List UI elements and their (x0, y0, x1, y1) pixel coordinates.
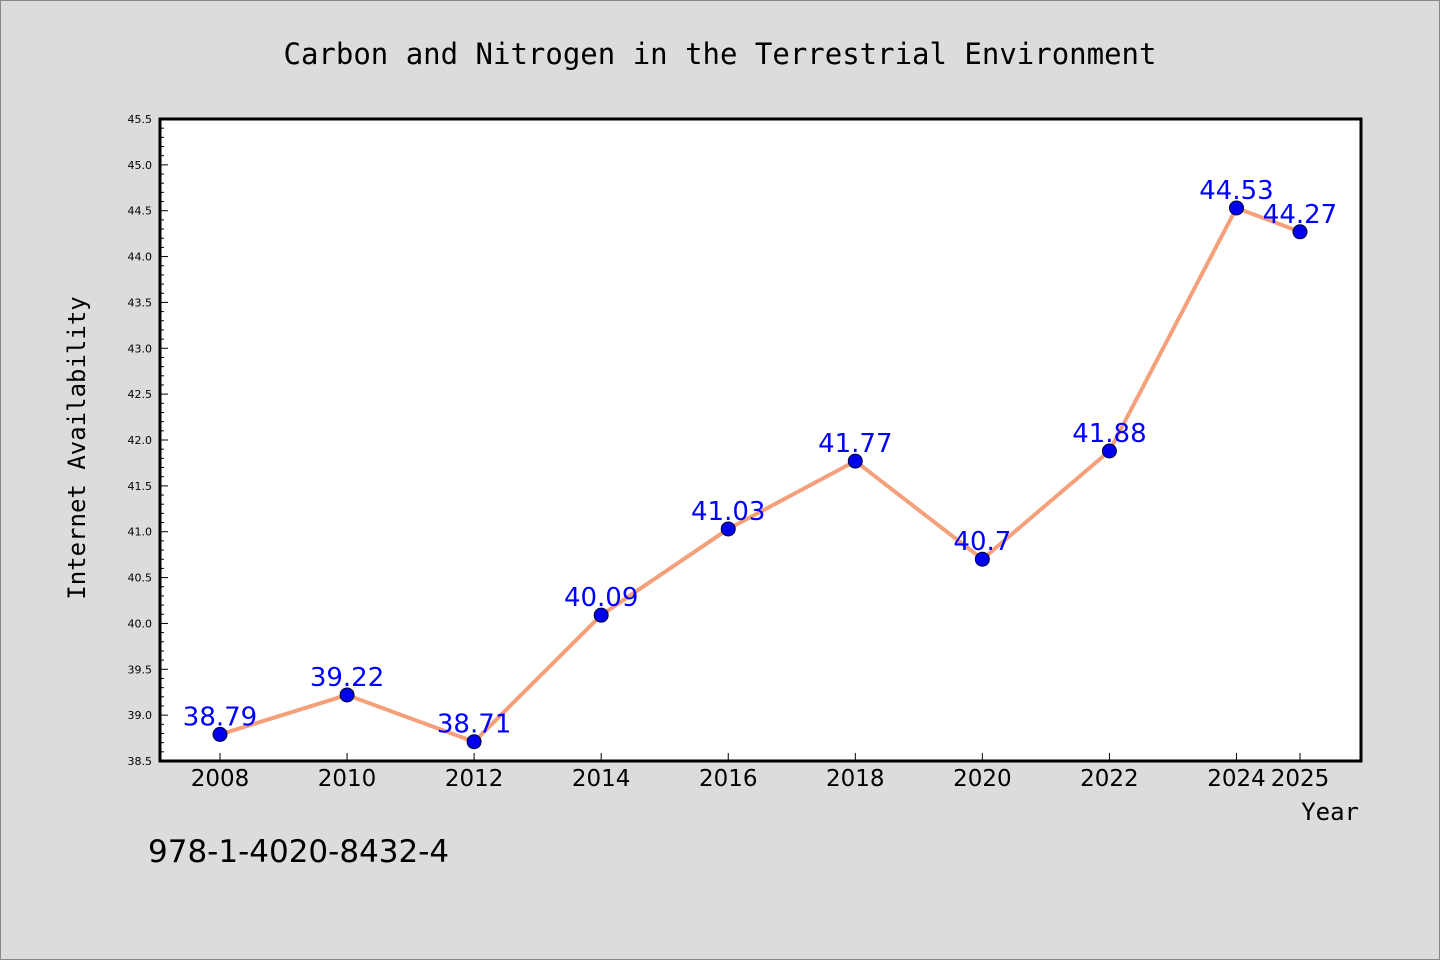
data-point (1292, 224, 1308, 240)
y-tick-label: 41.0 (128, 526, 153, 539)
chart-title: Carbon and Nitrogen in the Terrestrial E… (284, 37, 1157, 71)
data-label: 44.27 (1263, 200, 1337, 230)
x-tick-label: 2010 (318, 766, 377, 792)
data-point (339, 687, 355, 703)
y-tick-label: 39.5 (128, 663, 153, 676)
data-point (1228, 200, 1244, 216)
y-tick-label: 38.5 (128, 755, 153, 768)
x-tick-label: 2020 (953, 766, 1012, 792)
y-axis: 38.5 39.0 39.5 40.0 40.5 41.0 41.5 42.0 42.5 43.0… (128, 113, 168, 768)
data-label: 41.88 (1072, 419, 1146, 449)
y-tick-label: 44.5 (128, 205, 153, 218)
data-label: 40.7 (953, 527, 1011, 557)
y-tick-label: 43.5 (128, 296, 153, 309)
x-axis: 2008 2010 2012 2014 2016 2018 2020 2022 2024 2025 (191, 753, 1330, 792)
plot-area (158, 117, 1363, 763)
x-tick-label: 2016 (699, 766, 758, 792)
x-tick-label: 2025 (1271, 766, 1330, 792)
data-point (720, 521, 736, 537)
y-tick-label: 42.0 (128, 434, 153, 447)
y-axis-label: Internet Availability (63, 296, 91, 599)
y-tick-label: 40.5 (128, 572, 153, 585)
data-label: 38.79 (183, 702, 257, 732)
data-label: 39.22 (310, 663, 384, 693)
data-point (466, 734, 482, 750)
y-tick-label: 39.0 (128, 709, 153, 722)
data-point (847, 453, 863, 469)
y-tick-label: 43.0 (128, 342, 153, 355)
data-point (974, 551, 990, 567)
data-point (1101, 443, 1117, 459)
y-tick-label: 42.5 (128, 388, 153, 401)
data-point (212, 726, 228, 742)
data-label: 41.77 (818, 429, 892, 459)
data-label: 44.53 (1199, 176, 1273, 206)
x-tick-label: 2024 (1207, 766, 1266, 792)
y-tick-label: 41.5 (128, 480, 153, 493)
x-tick-label: 2018 (826, 766, 885, 792)
series-line (219, 205, 1301, 744)
y-tick-label: 45.0 (128, 159, 153, 172)
data-point (593, 607, 609, 623)
y-tick-label: 40.0 (128, 617, 153, 630)
data-label: 38.71 (437, 710, 511, 740)
x-tick-label: 2014 (572, 766, 631, 792)
x-axis-label: Year (1301, 798, 1359, 826)
series-layer: 38.79 39.22 38.71 40.09 41.03 41.77 40.7 41.88 4… (183, 176, 1337, 750)
data-label: 41.03 (691, 497, 765, 527)
isbn-text: 978-1-4020-8432-4 (148, 834, 450, 870)
y-tick-label: 44.0 (128, 251, 153, 264)
x-tick-label: 2008 (191, 766, 250, 792)
data-label: 40.09 (564, 583, 638, 613)
y-tick-label: 45.5 (128, 113, 153, 126)
x-tick-label: 2022 (1080, 766, 1139, 792)
x-tick-label: 2012 (445, 766, 504, 792)
